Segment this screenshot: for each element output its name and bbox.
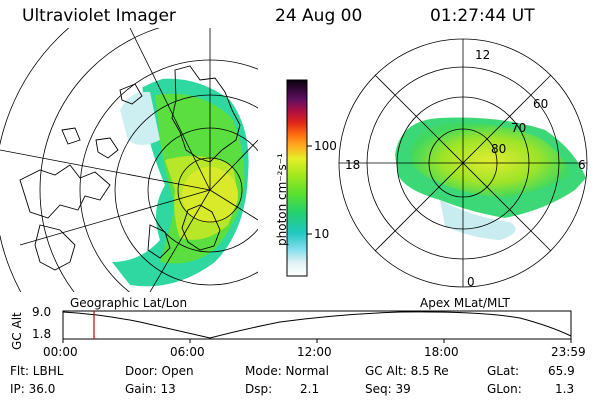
colorbar: [286, 79, 308, 277]
mlt-label-6: 6: [578, 158, 586, 172]
mlt-label-0: 0: [467, 275, 475, 289]
mlt-label-18: 18: [345, 158, 361, 172]
seq-info: Seq: 39: [365, 382, 411, 396]
coastlines: [19, 65, 241, 271]
colorbar-tick-10: 10: [314, 227, 330, 241]
mlt-label-12: 12: [475, 48, 491, 62]
gc-alt-info: GC Alt: 8.5 Re: [365, 364, 449, 378]
dsp-value: 2.1: [300, 382, 320, 396]
altitude-curve: [62, 311, 572, 339]
altitude-ytick-high: 9.0: [32, 305, 52, 319]
colorbar-tick-100: 100: [314, 139, 337, 153]
altitude-ytick-low: 1.8: [32, 327, 52, 341]
mode-info: Mode: Normal: [245, 364, 329, 378]
filter-info: Flt: LBHL: [10, 364, 64, 378]
colorbar-ticks: [307, 145, 312, 235]
glat-value: 65.9: [548, 364, 575, 378]
left-panel-caption: Geographic Lat/Lon: [70, 296, 188, 310]
mlat-label-80: 80: [491, 142, 507, 156]
ip-info: IP: 36.0: [10, 382, 56, 396]
date-label: 24 Aug 00: [275, 6, 363, 26]
mlt-lines: [339, 39, 587, 287]
xtick-1800: 18:00: [424, 345, 459, 359]
left-aurora-image: [112, 78, 249, 287]
xtick-2359: 23:59: [551, 345, 586, 359]
dsp-label: Dsp:: [245, 382, 273, 396]
xtick-0600: 06:00: [170, 345, 205, 359]
mlat-label-60: 60: [533, 97, 549, 111]
xtick-0000: 00:00: [43, 345, 78, 359]
xtick-1200: 12:00: [297, 345, 332, 359]
altitude-plot: [62, 310, 572, 343]
glon-label: GLon:: [487, 382, 522, 396]
door-info: Door: Open: [125, 364, 194, 378]
instrument-title: Ultraviolet Imager: [22, 6, 176, 26]
gain-info: Gain: 13: [125, 382, 176, 396]
glat-label: GLat:: [487, 364, 520, 378]
colorbar-unit: photon cm⁻²s⁻¹: [275, 153, 289, 246]
time-label: 01:27:44 UT: [430, 6, 535, 26]
lon-grid-lines: [0, 28, 258, 292]
altitude-ylabel: GC Alt: [10, 312, 24, 350]
geographic-map: [0, 28, 258, 292]
right-panel-caption: Apex MLat/MLT: [420, 296, 510, 310]
polar-map: [338, 38, 588, 288]
altitude-xticks: [62, 339, 572, 343]
glon-value: 1.3: [555, 382, 575, 396]
mlat-label-70: 70: [511, 121, 527, 135]
